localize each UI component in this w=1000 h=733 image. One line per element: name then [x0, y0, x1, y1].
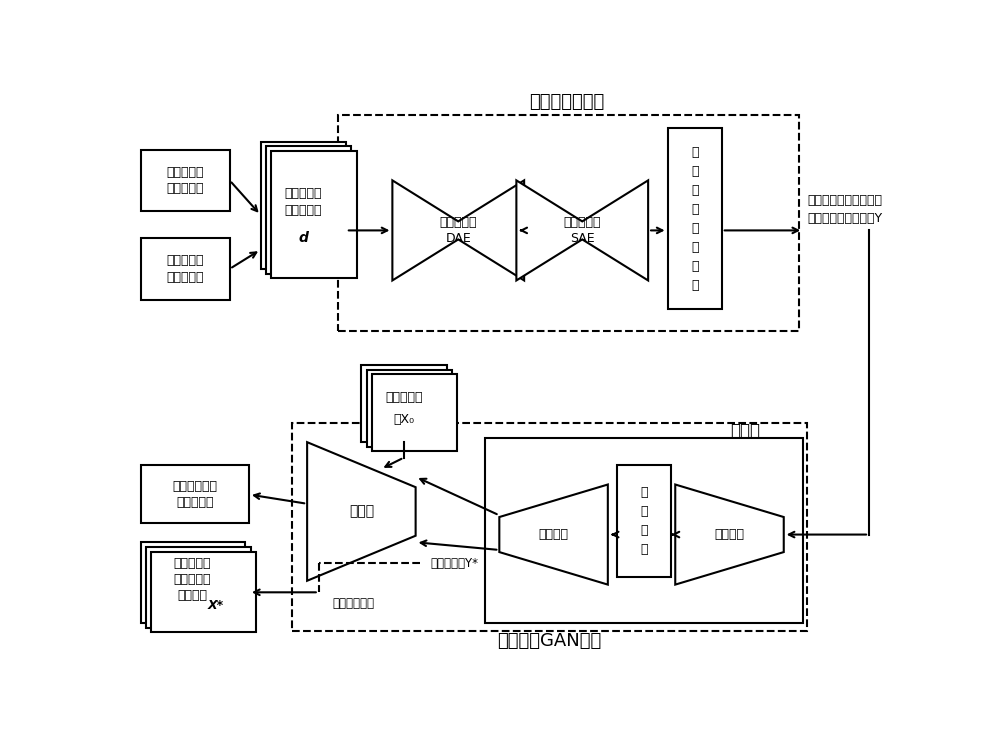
Bar [361, 365, 447, 442]
Polygon shape [392, 180, 524, 281]
Bar [151, 551, 256, 633]
Text: 凝胶仿体数: 凝胶仿体数 [385, 391, 423, 404]
Bar [367, 369, 452, 447]
Polygon shape [307, 442, 416, 581]
Text: d: d [298, 231, 308, 245]
Bar [140, 150, 230, 211]
Bar [338, 115, 799, 331]
Text: 编码部分: 编码部分 [714, 528, 744, 541]
Bar [271, 151, 357, 278]
Bar [617, 465, 671, 577]
Text: 真实荧光光
强测量数据: 真实荧光光 强测量数据 [166, 166, 203, 195]
Polygon shape [516, 180, 648, 281]
Bar [261, 142, 346, 269]
Text: 仿真荧光光
强测量数据: 仿真荧光光 强测量数据 [166, 254, 203, 284]
Text: X*: X* [208, 599, 224, 612]
Bar [485, 438, 803, 623]
Text: 线
性
映
射
网
络
模
块: 线 性 映 射 网 络 模 块 [691, 146, 698, 292]
Text: 全
连
接
层: 全 连 接 层 [640, 487, 648, 556]
Bar [140, 465, 249, 523]
Polygon shape [499, 485, 608, 585]
Bar [266, 147, 351, 273]
Text: 反映荧光蛋白探针浓度
及分布的预处理数据Y: 反映荧光蛋白探针浓度 及分布的预处理数据Y [807, 194, 882, 225]
Text: 最终输出结果: 最终输出结果 [333, 597, 375, 611]
Text: 数据预处理模块: 数据预处理模块 [529, 93, 604, 111]
Text: 生成器: 生成器 [730, 421, 760, 440]
Text: 据X₀: 据X₀ [394, 413, 415, 426]
Bar [140, 542, 245, 623]
Text: 生成器输出Y*: 生成器输出Y* [430, 557, 478, 570]
Text: 混合的荧光
光强数据集: 混合的荧光 光强数据集 [285, 187, 322, 217]
Text: 重建的荧光
蛋白探针浓
度及分布: 重建的荧光 蛋白探针浓 度及分布 [174, 557, 211, 602]
Text: 稀疏自编码
SAE: 稀疏自编码 SAE [564, 216, 601, 245]
Text: 瓶颈残差GAN模块: 瓶颈残差GAN模块 [498, 632, 602, 650]
Text: 解码部分: 解码部分 [539, 528, 569, 541]
Bar [668, 128, 722, 309]
Text: 带惩罚项的交
叉熵损失值: 带惩罚项的交 叉熵损失值 [172, 480, 217, 509]
Bar [146, 547, 251, 627]
Text: 降噪自编码
DAE: 降噪自编码 DAE [440, 216, 477, 245]
Bar [292, 423, 807, 631]
Text: 判别器: 判别器 [349, 504, 374, 518]
Polygon shape [675, 485, 784, 585]
Bar [140, 238, 230, 300]
Bar [372, 375, 457, 452]
